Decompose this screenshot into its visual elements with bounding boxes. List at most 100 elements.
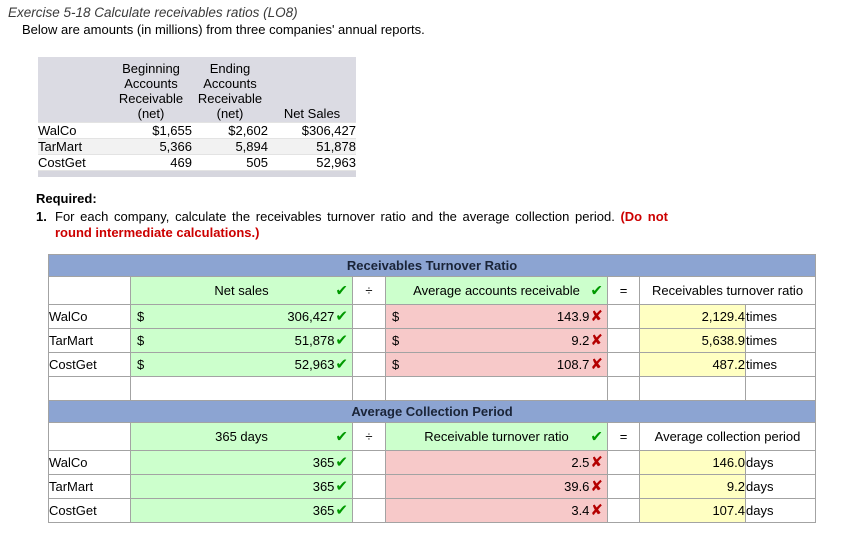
days-entry: 365 bbox=[312, 503, 335, 518]
net-sales-value: $306,427 bbox=[268, 122, 356, 139]
net-sales-value: 51,878 bbox=[268, 138, 356, 155]
table-row: TarMart 365 ✔ 39.6 ✘ 9.2 days bbox=[48, 474, 817, 499]
turnover-ratio-entry: 2.5 bbox=[571, 455, 590, 470]
company-data-table: Beginning Accounts Receivable (net) Endi… bbox=[38, 57, 356, 177]
ratio-result-cell[interactable]: 2,129.4 bbox=[639, 304, 746, 329]
divide-symbol: ÷ bbox=[352, 422, 386, 451]
col-header-beginning-ar: Beginning Accounts Receivable (net) bbox=[110, 57, 192, 123]
table-row: WalCo $1,655 $2,602 $306,427 bbox=[38, 122, 356, 139]
table-row: CostGet 365 ✔ 3.4 ✘ 107.4 days bbox=[48, 498, 817, 523]
company-label: TarMart bbox=[48, 328, 131, 353]
page-title: Exercise 5-18 Calculate receivables rati… bbox=[8, 5, 298, 20]
avg-receivable-input-cell[interactable]: $ 143.9 ✘ bbox=[385, 304, 608, 329]
numerator-header-label: 365 days bbox=[215, 429, 268, 444]
ratio-result-cell[interactable]: 5,638.9 bbox=[639, 328, 746, 353]
turnover-column-header-row: Net sales ✔ ÷ Average accounts receivabl… bbox=[48, 276, 817, 305]
company-label: TarMart bbox=[38, 138, 110, 155]
days-entry: 365 bbox=[312, 479, 335, 494]
company-label: CostGet bbox=[48, 498, 131, 523]
table-row: CostGet 469 505 52,963 bbox=[38, 154, 356, 171]
item-text: For each company, calculate the receivab… bbox=[55, 209, 621, 224]
unit-label: days bbox=[744, 474, 817, 499]
turnover-ratio-entry: 3.4 bbox=[571, 503, 590, 518]
x-icon: ✘ bbox=[590, 332, 603, 349]
net-sales-input-cell[interactable]: $ 52,963 ✔ bbox=[130, 352, 353, 377]
unit-label: days bbox=[744, 450, 817, 475]
currency-symbol: $ bbox=[392, 333, 400, 348]
turnover-table-title: Receivables Turnover Ratio bbox=[47, 254, 817, 277]
col-header-net-sales: Net Sales bbox=[268, 57, 356, 123]
days-input-cell[interactable]: 365 ✔ bbox=[130, 498, 353, 523]
check-icon: ✔ bbox=[335, 502, 348, 519]
page-subtitle: Below are amounts (in millions) from thr… bbox=[22, 22, 425, 37]
net-sales-entry: 306,427 bbox=[287, 309, 335, 324]
empty-row bbox=[48, 376, 817, 401]
turnover-ratio-input-cell[interactable]: 3.4 ✘ bbox=[385, 498, 608, 523]
beginning-ar-value: $1,655 bbox=[110, 122, 192, 139]
days-input-cell[interactable]: 365 ✔ bbox=[130, 474, 353, 499]
beginning-ar-value: 469 bbox=[110, 154, 192, 171]
net-sales-value: 52,963 bbox=[268, 154, 356, 171]
currency-symbol: $ bbox=[137, 309, 145, 324]
check-icon: ✔ bbox=[590, 428, 603, 445]
result-header-label: Receivables turnover ratio bbox=[638, 276, 817, 305]
avg-receivable-entry: 108.7 bbox=[556, 357, 590, 372]
check-icon: ✔ bbox=[335, 428, 348, 445]
x-icon: ✘ bbox=[590, 356, 603, 373]
ratio-result-cell[interactable]: 487.2 bbox=[639, 352, 746, 377]
x-icon: ✘ bbox=[590, 502, 603, 519]
data-table-corner bbox=[38, 57, 110, 123]
ending-ar-value: 505 bbox=[192, 154, 268, 171]
turnover-ratio-input-cell[interactable]: 2.5 ✘ bbox=[385, 450, 608, 475]
required-section: Required: 1. For each company, calculate … bbox=[36, 191, 668, 240]
currency-symbol: $ bbox=[137, 357, 145, 372]
company-label: WalCo bbox=[48, 450, 131, 475]
ending-ar-value: 5,894 bbox=[192, 138, 268, 155]
data-table-header-row: Beginning Accounts Receivable (net) Endi… bbox=[38, 57, 356, 123]
item-number: 1. bbox=[36, 209, 47, 224]
currency-symbol: $ bbox=[392, 309, 400, 324]
turnover-ratio-entry: 39.6 bbox=[564, 479, 590, 494]
unit-label: times bbox=[744, 328, 817, 353]
table-footer-strip bbox=[38, 170, 356, 177]
check-icon: ✔ bbox=[335, 332, 348, 349]
check-icon: ✔ bbox=[335, 282, 348, 299]
days-input-cell[interactable]: 365 ✔ bbox=[130, 450, 353, 475]
avg-receivable-input-cell[interactable]: $ 108.7 ✘ bbox=[385, 352, 608, 377]
unit-label: days bbox=[744, 498, 817, 523]
company-label: TarMart bbox=[48, 474, 131, 499]
average-collection-period-table: Average Collection Period 365 days ✔ ÷ R… bbox=[47, 400, 817, 523]
result-header-label: Average collection period bbox=[638, 422, 817, 451]
collection-column-header-row: 365 days ✔ ÷ Receivable turnover ratio ✔… bbox=[48, 422, 817, 451]
check-icon: ✔ bbox=[335, 478, 348, 495]
period-result-cell[interactable]: 146.0 bbox=[639, 450, 746, 475]
denominator-header-cell: Average accounts receivable ✔ bbox=[385, 276, 608, 305]
table-row: TarMart 5,366 5,894 51,878 bbox=[38, 138, 356, 155]
company-label: CostGet bbox=[48, 352, 131, 377]
corner-cell bbox=[48, 276, 131, 305]
collection-title-row: Average Collection Period bbox=[47, 400, 817, 423]
period-result-cell[interactable]: 9.2 bbox=[639, 474, 746, 499]
equals-symbol: = bbox=[607, 422, 640, 451]
unit-label: times bbox=[744, 304, 817, 329]
turnover-title-row: Receivables Turnover Ratio bbox=[47, 254, 817, 277]
table-row: TarMart $ 51,878 ✔ $ 9.2 ✘ 5,638.9 times bbox=[48, 328, 817, 353]
numerator-header-cell: Net sales ✔ bbox=[130, 276, 353, 305]
equals-symbol: = bbox=[607, 276, 640, 305]
company-label: WalCo bbox=[48, 304, 131, 329]
net-sales-input-cell[interactable]: $ 51,878 ✔ bbox=[130, 328, 353, 353]
turnover-ratio-input-cell[interactable]: 39.6 ✘ bbox=[385, 474, 608, 499]
net-sales-entry: 51,878 bbox=[294, 333, 335, 348]
collection-table-title: Average Collection Period bbox=[47, 400, 817, 423]
col-header-ending-ar: Ending Accounts Receivable (net) bbox=[192, 57, 268, 123]
required-label: Required: bbox=[36, 191, 97, 206]
avg-receivable-entry: 9.2 bbox=[571, 333, 590, 348]
requirement-1: 1. For each company, calculate the receiv… bbox=[36, 209, 668, 240]
avg-receivable-input-cell[interactable]: $ 9.2 ✘ bbox=[385, 328, 608, 353]
numerator-header-cell: 365 days ✔ bbox=[130, 422, 353, 451]
net-sales-input-cell[interactable]: $ 306,427 ✔ bbox=[130, 304, 353, 329]
ending-ar-value: $2,602 bbox=[192, 122, 268, 139]
denominator-header-cell: Receivable turnover ratio ✔ bbox=[385, 422, 608, 451]
period-result-cell[interactable]: 107.4 bbox=[639, 498, 746, 523]
check-icon: ✔ bbox=[335, 308, 348, 325]
